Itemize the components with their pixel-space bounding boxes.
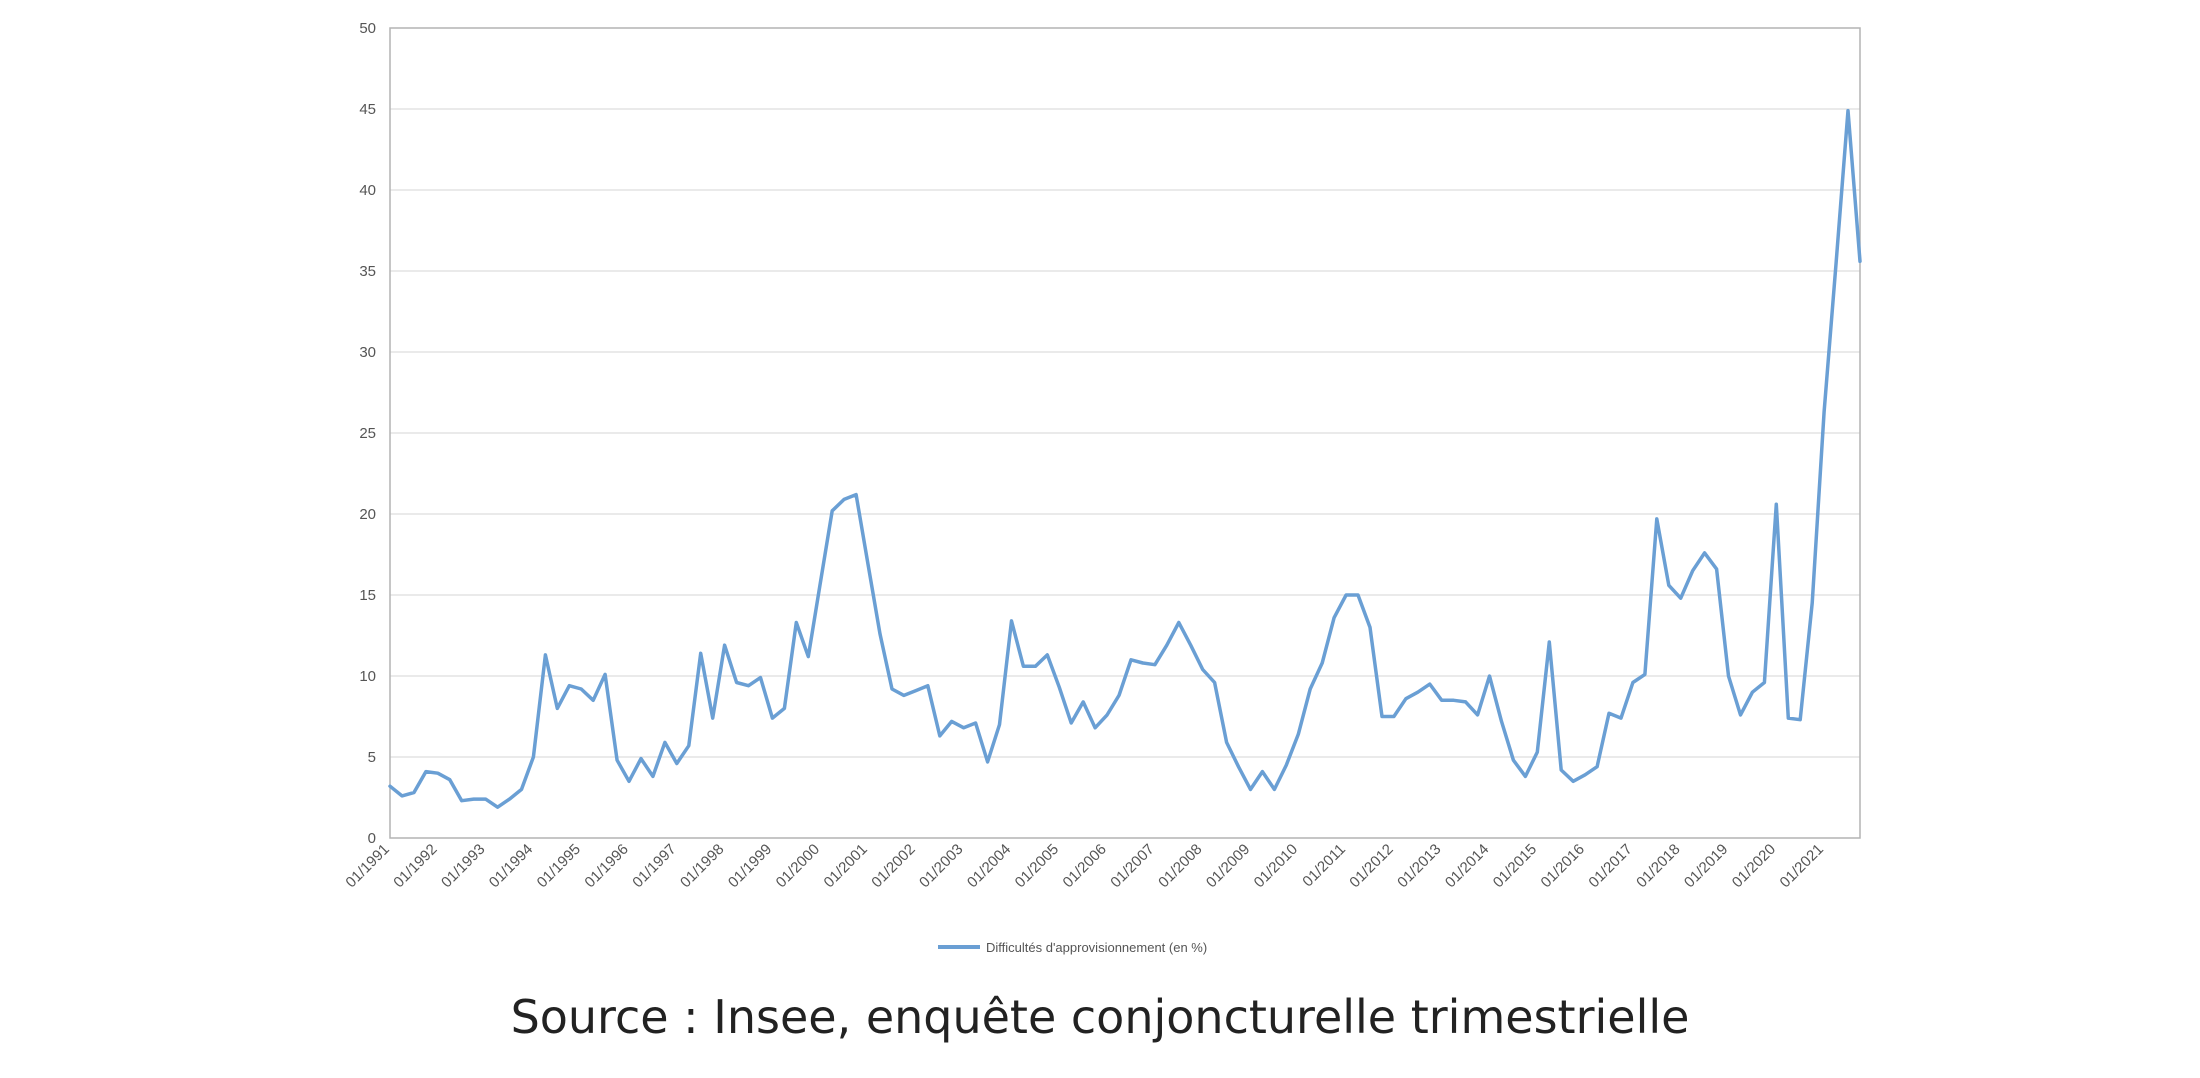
y-tick-label: 20	[359, 506, 376, 523]
legend: Difficultés d'approvisionnement (en %)	[938, 940, 1207, 955]
x-tick-label: 01/1991	[342, 841, 392, 891]
x-tick-label: 01/1996	[581, 841, 631, 891]
x-tick-label: 01/1995	[534, 841, 584, 891]
x-tick-label: 01/2013	[1394, 841, 1444, 891]
x-tick-label: 01/1994	[486, 841, 536, 891]
x-tick-label: 01/1998	[677, 841, 727, 891]
y-tick-label: 0	[368, 830, 376, 847]
x-tick-label: 01/2007	[1107, 841, 1157, 891]
plot-border	[389, 27, 1861, 839]
x-tick-label: 01/1999	[725, 841, 775, 891]
x-tick-label: 01/2020	[1729, 841, 1779, 891]
series-line	[388, 108, 1862, 809]
x-axis-ticks: 01/199101/199201/199301/199401/199501/19…	[342, 841, 1827, 891]
y-tick-label: 5	[368, 749, 376, 766]
y-tick-label: 25	[359, 425, 376, 442]
x-tick-label: 01/2015	[1490, 841, 1540, 891]
y-tick-label: 50	[359, 20, 376, 37]
x-tick-label: 01/2005	[1012, 841, 1062, 891]
y-tick-label: 40	[359, 182, 376, 199]
x-tick-label: 01/2017	[1585, 841, 1635, 891]
y-tick-label: 30	[359, 344, 376, 361]
x-tick-label: 01/2010	[1251, 841, 1301, 891]
x-tick-label: 01/2019	[1681, 841, 1731, 891]
y-tick-label: 15	[359, 587, 376, 604]
x-tick-label: 01/2018	[1633, 841, 1683, 891]
source-caption: Source : Insee, enquête conjoncturelle t…	[510, 990, 1690, 1044]
x-tick-label: 01/2001	[821, 841, 871, 891]
x-tick-label: 01/2012	[1346, 841, 1396, 891]
x-tick-label: 01/1997	[629, 841, 679, 891]
x-tick-label: 01/2000	[773, 841, 823, 891]
x-tick-label: 01/2016	[1538, 841, 1588, 891]
x-tick-label: 01/2014	[1442, 841, 1492, 891]
x-tick-label: 01/2008	[1155, 841, 1205, 891]
x-tick-label: 01/2006	[1060, 841, 1110, 891]
x-tick-label: 01/2011	[1299, 841, 1349, 891]
x-tick-label: 01/2004	[964, 841, 1014, 891]
series-group	[388, 108, 1862, 809]
x-tick-label: 01/1993	[438, 841, 488, 891]
x-tick-label: 01/2021	[1777, 841, 1827, 891]
y-tick-label: 45	[359, 101, 376, 118]
y-tick-label: 10	[359, 668, 376, 685]
y-tick-label: 35	[359, 263, 376, 280]
x-tick-label: 01/2002	[868, 841, 918, 891]
x-tick-label: 01/2003	[916, 841, 966, 891]
legend-label: Difficultés d'approvisionnement (en %)	[986, 940, 1207, 955]
x-tick-label: 01/1992	[390, 841, 440, 891]
y-axis-ticks: 0 5 10 15 20 25 30 35 40 45 50	[359, 20, 376, 847]
x-tick-label: 01/2009	[1203, 841, 1253, 891]
